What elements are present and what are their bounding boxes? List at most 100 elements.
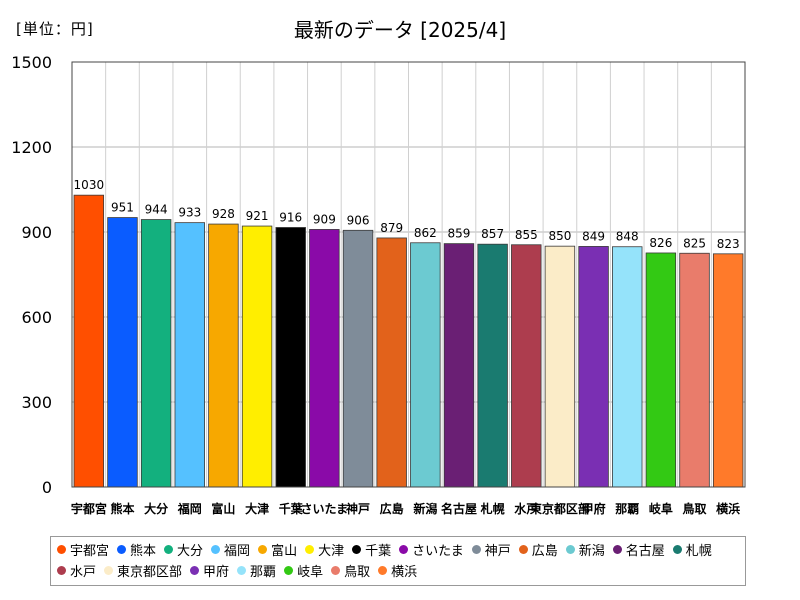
data-label: 850 — [548, 229, 571, 243]
legend-item: 神戸 — [471, 539, 511, 560]
legend-item: 大分 — [164, 539, 203, 560]
bar-岐阜 — [645, 252, 677, 488]
y-tick-label: 1200 — [11, 138, 52, 157]
bar-那覇 — [612, 246, 643, 488]
legend-swatch — [258, 545, 268, 554]
legend-swatch — [672, 545, 682, 554]
x-tick-label: 熊本 — [110, 501, 134, 516]
legend-label: 札幌 — [685, 544, 712, 559]
legend-swatch — [305, 545, 315, 554]
legend: 宇都宮 熊本 大分 福岡 富山 大津 千葉 さいたま 神戸 広島 新潟 名古屋 札幌水戸 東京都区部 甲府 那… — [50, 536, 746, 586]
data-label: 849 — [582, 229, 605, 243]
x-tick-label: 東京都区部 — [530, 501, 590, 516]
x-tick-label: 千葉 — [279, 501, 304, 516]
x-tick-label: 富山 — [211, 501, 235, 516]
legend-swatch — [612, 545, 622, 554]
x-tick-label: 福岡 — [177, 501, 202, 516]
legend-label: 横浜 — [391, 565, 418, 580]
x-tick-label: 名古屋 — [441, 501, 477, 516]
legend-label: 千葉 — [365, 544, 392, 559]
y-tick-label: 0 — [42, 478, 52, 497]
grid-layer — [72, 61, 745, 487]
legend-label: 新潟 — [578, 544, 605, 559]
legend-label: 鳥取 — [344, 565, 371, 580]
unit-label: [単位：円] — [16, 20, 94, 38]
bar-神戸 — [342, 229, 374, 488]
legend-swatch — [331, 566, 341, 575]
legend-item: さいたま — [399, 539, 464, 560]
bar-水戸 — [511, 244, 542, 488]
legend-item: 千葉 — [352, 539, 391, 560]
data-label: 825 — [683, 236, 706, 250]
legend-label: 宇都宮 — [70, 544, 110, 559]
x-tick-label: 神戸 — [346, 501, 370, 516]
legend-item: 岐阜 — [284, 560, 323, 581]
x-tick-label: 鳥取 — [683, 501, 707, 516]
bars-layer: 1030 951 944 933 928 921 916 909 906 879 862 859 857… — [74, 178, 744, 488]
data-label: 823 — [717, 237, 740, 251]
data-label: 826 — [649, 236, 672, 250]
bar-千葉 — [275, 227, 306, 488]
x-tick-label: 新潟 — [413, 501, 437, 516]
bar-鳥取 — [679, 252, 710, 488]
legend-swatch — [211, 545, 221, 554]
legend-item: 鳥取 — [331, 560, 370, 581]
legend-swatch — [237, 566, 247, 575]
legend-item: 福岡 — [211, 539, 250, 560]
bar-札幌 — [477, 243, 508, 488]
legend-swatch — [57, 545, 66, 554]
legend-item: 大津 — [305, 539, 344, 560]
data-label: 855 — [515, 228, 538, 242]
legend-item: 札幌 — [672, 539, 712, 560]
legend-swatch — [104, 566, 114, 575]
x-tick-label: 岐阜 — [649, 501, 673, 516]
y-tick-label: 900 — [21, 223, 52, 242]
data-label: 933 — [178, 206, 201, 220]
legend-item: 水戸 — [57, 560, 96, 581]
y-tick-label: 300 — [21, 393, 52, 412]
legend-swatch — [117, 545, 127, 554]
legend-item: 甲府 — [190, 560, 229, 581]
legend-item: 東京都区部 — [104, 560, 182, 581]
bar-熊本 — [107, 217, 138, 488]
legend-swatch — [565, 545, 575, 554]
data-label: 862 — [414, 226, 437, 240]
y-tick-label: 1500 — [11, 53, 52, 72]
data-label: 859 — [448, 227, 471, 241]
legend-swatch — [518, 545, 528, 554]
x-tick-label: 横浜 — [716, 501, 740, 516]
bar-大津 — [241, 225, 273, 488]
legend-item: 広島 — [518, 539, 558, 560]
bar-名古屋 — [443, 243, 475, 488]
legend-swatch — [471, 545, 481, 554]
legend-label: さいたま — [412, 544, 464, 559]
legend-label: 広島 — [531, 544, 558, 559]
x-tick-label: 札幌 — [480, 501, 505, 516]
legend-swatch — [190, 566, 200, 575]
y-tick-label: 600 — [21, 308, 52, 327]
bar-東京都区部 — [544, 245, 576, 488]
x-tick-label: 宇都宮 — [71, 501, 107, 516]
data-label: 906 — [347, 213, 370, 227]
data-label: 928 — [212, 207, 235, 221]
data-label: 944 — [145, 203, 168, 217]
legend-label: 富山 — [271, 544, 298, 559]
legend-item: 宇都宮 — [57, 539, 109, 560]
legend-swatch — [352, 545, 362, 554]
data-label: 921 — [246, 209, 269, 223]
data-label: 916 — [279, 210, 302, 224]
data-label: 951 — [111, 201, 134, 215]
legend-item: 那覇 — [237, 560, 276, 581]
legend-swatch — [164, 545, 174, 554]
bar-大分 — [140, 219, 172, 488]
plot-border — [71, 61, 746, 488]
legend-label: 熊本 — [130, 544, 157, 559]
legend-item: 横浜 — [378, 560, 417, 581]
axis-layer: 0 300 600 900 1200 1500 宇都宮 熊本 大分 福岡 富山 大津 千葉さいたま神戸広… — [11, 53, 746, 516]
legend-label: 那覇 — [250, 565, 277, 580]
legend-label: 名古屋 — [625, 544, 665, 559]
legend-label: 大分 — [177, 544, 204, 559]
legend-swatch — [284, 566, 294, 575]
legend-item: 富山 — [258, 539, 297, 560]
x-tick-label: 広島 — [380, 501, 404, 516]
